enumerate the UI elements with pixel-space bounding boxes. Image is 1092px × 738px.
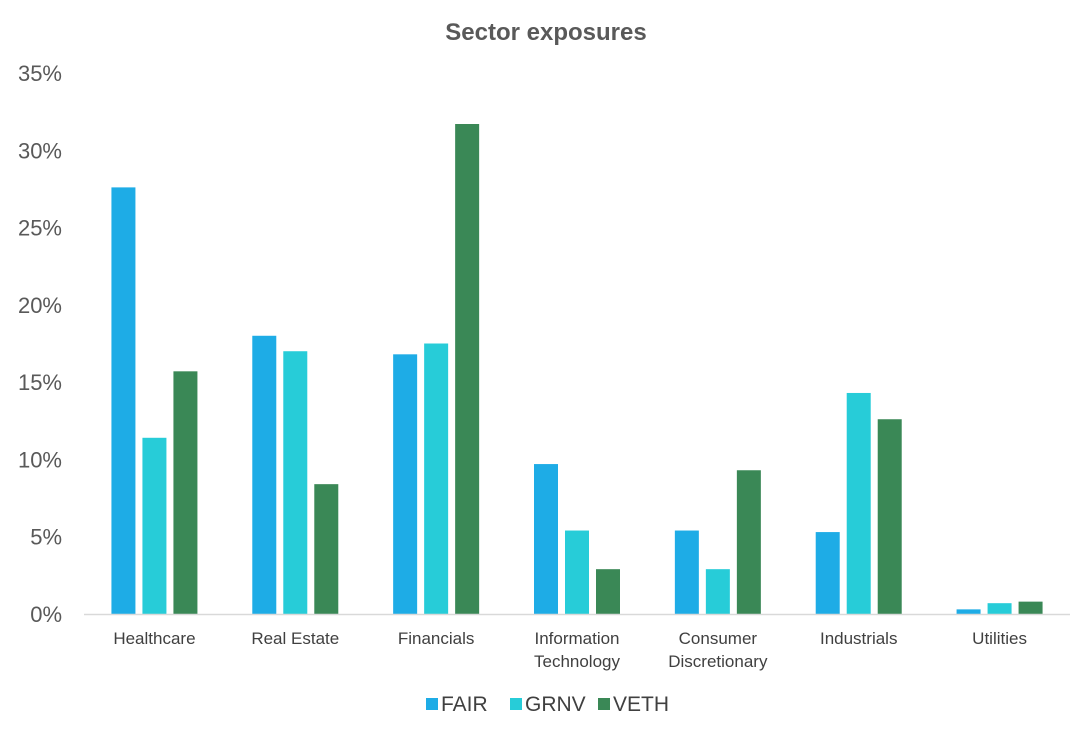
legend-swatch-grnv <box>510 698 522 710</box>
x-tick-label: Industrials <box>820 629 897 648</box>
y-axis: 0% 5% 10% 15% 20% 25% 30% 35% <box>18 61 62 627</box>
bar-fair <box>111 187 136 614</box>
bars-group <box>111 124 1043 614</box>
chart-title: Sector exposures <box>445 19 646 46</box>
x-tick-label: Financials <box>398 629 475 648</box>
y-tick-label: 0% <box>30 602 62 627</box>
bar-fair <box>956 609 981 614</box>
y-tick-label: 5% <box>30 525 62 550</box>
x-tick-label: Information Technology <box>534 629 621 671</box>
y-tick-label: 15% <box>18 370 62 395</box>
x-tick-label: Real Estate <box>251 629 339 648</box>
bar-veth <box>1018 601 1043 614</box>
bar-grnv <box>283 351 308 614</box>
y-tick-label: 30% <box>18 138 62 163</box>
bar-fair <box>393 354 418 614</box>
bar-grnv <box>142 437 167 614</box>
x-tick-label: Utilities <box>972 629 1027 648</box>
legend: FAIR GRNV VETH <box>426 693 669 716</box>
bar-grnv <box>987 603 1012 614</box>
x-axis: Healthcare Real Estate Financials Informati… <box>113 629 1027 671</box>
bar-grnv <box>424 343 449 614</box>
bar-veth <box>877 419 902 614</box>
legend-label-veth: VETH <box>613 693 669 716</box>
bar-grnv <box>565 530 589 614</box>
legend-label-grnv: GRNV <box>525 693 586 716</box>
bar-grnv <box>846 392 871 614</box>
y-tick-label: 10% <box>18 447 62 472</box>
x-tick-label: Healthcare <box>113 629 195 648</box>
bar-fair <box>252 335 277 614</box>
bar-fair <box>534 464 558 614</box>
bar-veth <box>455 124 480 614</box>
y-tick-label: 20% <box>18 293 62 318</box>
legend-swatch-veth <box>598 698 610 710</box>
legend-label-fair: FAIR <box>441 693 488 716</box>
x-tick-label: Consumer Discretionary <box>668 629 768 671</box>
bar-veth <box>736 470 761 614</box>
bar-fair <box>674 530 699 614</box>
y-tick-label: 35% <box>18 61 62 86</box>
bar-fair <box>815 532 840 614</box>
y-tick-label: 25% <box>18 216 62 241</box>
bar-grnv <box>705 569 730 614</box>
bar-veth <box>596 569 620 614</box>
bar-veth <box>173 371 198 614</box>
bar-veth <box>314 484 339 614</box>
legend-swatch-fair <box>426 698 438 710</box>
